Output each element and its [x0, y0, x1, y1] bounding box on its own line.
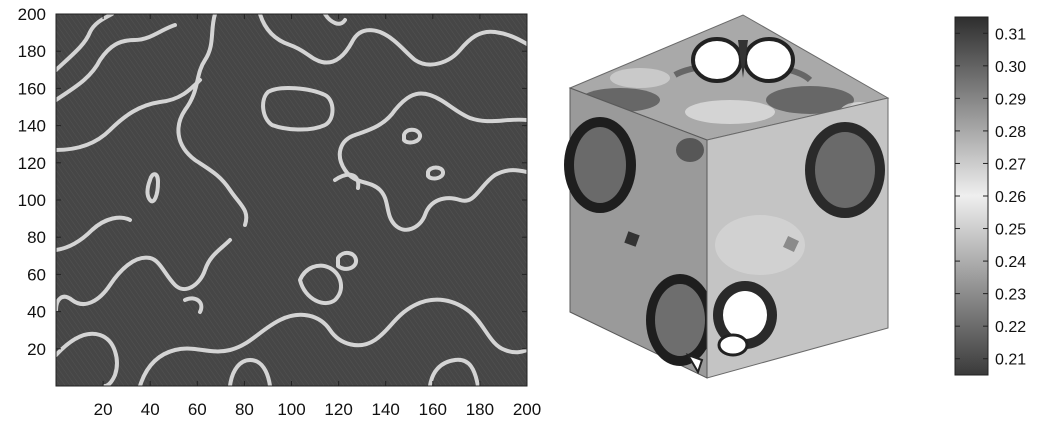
- x-tick-label: 180: [466, 400, 494, 419]
- cube-right-shading: [713, 122, 885, 357]
- cube-top-holes: [691, 37, 795, 83]
- x-tick-label: 20: [94, 400, 113, 419]
- contour-line: [258, 14, 527, 67]
- contour-line: [261, 86, 335, 132]
- colorbar: 0.21 0.22 0.23 0.24 0.25 0.26 0.27 0.28 0.29 0.30…: [954, 16, 1026, 376]
- contour-line: [56, 78, 202, 152]
- y-tick-label: 160: [18, 79, 46, 98]
- colorbar-ticks: 0.21 0.22 0.23 0.24 0.25 0.26 0.27 0.28 0.29 0.30…: [955, 26, 1026, 369]
- x-tick-label: 80: [235, 400, 254, 419]
- contour-line: [426, 165, 445, 181]
- y-tick-label: 120: [18, 154, 46, 173]
- colorbar-tick-label: 0.27: [995, 156, 1026, 173]
- contour-line: [56, 331, 119, 386]
- colorbar-tick-label: 0.22: [995, 319, 1026, 336]
- contour-line: [333, 172, 361, 190]
- contour-line: [145, 172, 160, 204]
- contour-line: [228, 358, 272, 386]
- y-tick-label: 40: [27, 303, 46, 322]
- colorbar-tick-label: 0.29: [995, 91, 1026, 108]
- x-tick-label: 100: [277, 400, 305, 419]
- x-tick-label: 40: [141, 400, 160, 419]
- colorbar-tick-label: 0.23: [995, 287, 1026, 304]
- y-tick-label: 20: [27, 340, 46, 359]
- colorbar-tick-label: 0.31: [995, 26, 1026, 43]
- colorbar-tick-label: 0.25: [995, 222, 1026, 239]
- y-tick-label: 80: [27, 228, 46, 247]
- colorbar-tick-label: 0.26: [995, 189, 1026, 206]
- contour-line: [183, 296, 204, 314]
- contour-line: [337, 91, 527, 232]
- y-tick-label: 180: [18, 42, 46, 61]
- cube-left-shading: [564, 117, 714, 375]
- x-tick-label: 120: [324, 400, 352, 419]
- contour-line: [298, 263, 343, 306]
- contour-line: [323, 14, 347, 26]
- contour-line: [56, 23, 177, 102]
- y-tick-label: 60: [27, 265, 46, 284]
- x-tick-label: 140: [372, 400, 400, 419]
- colorbar-tick-label: 0.30: [995, 59, 1026, 76]
- contour-lines: [56, 14, 527, 386]
- y-tick-label: 100: [18, 191, 46, 210]
- x-tick-label: 200: [513, 400, 541, 419]
- contour-line: [138, 297, 527, 386]
- contour-line: [56, 238, 232, 312]
- heatmap-ticks: 20 40 60 80 100 120 140 160 180 200 20 40 60 80 100 120…: [18, 5, 542, 419]
- x-tick-label: 60: [188, 400, 207, 419]
- colorbar-tick-label: 0.24: [995, 254, 1026, 271]
- contour-line: [336, 251, 358, 271]
- contour-line: [428, 357, 480, 386]
- heatmap-panel: 20 40 60 80 100 120 140 160 180 200 20 40 60 80 100 120…: [18, 5, 542, 419]
- y-tick-label: 140: [18, 117, 46, 136]
- colorbar-tick-label: 0.21: [995, 352, 1026, 369]
- x-tick-label: 160: [419, 400, 447, 419]
- contour-line: [176, 14, 249, 227]
- cube-panel: [564, 14, 890, 379]
- colorbar-tick-label: 0.28: [995, 124, 1026, 141]
- colorbar-gradient: [954, 16, 989, 376]
- contour-line: [56, 215, 132, 252]
- contour-line: [402, 127, 422, 145]
- y-tick-label: 200: [18, 5, 46, 24]
- contour-line: [56, 14, 114, 72]
